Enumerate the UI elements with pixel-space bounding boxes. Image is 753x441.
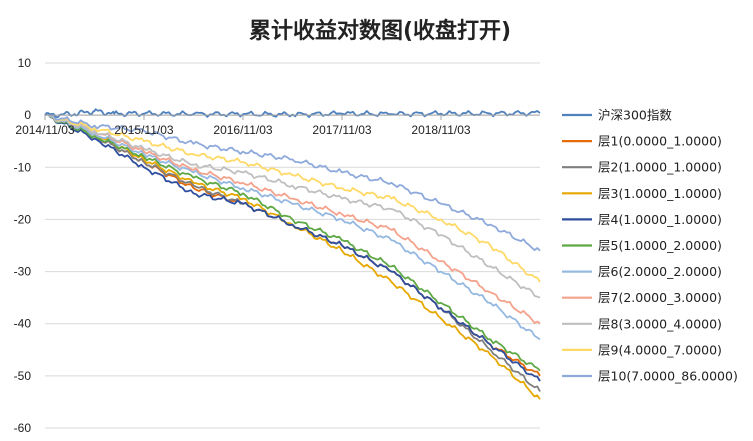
- x-tick-label: 2017/11/03: [312, 123, 371, 137]
- y-tick-label: 0: [24, 108, 31, 122]
- legend-label: 层8(3.0000_4.0000): [598, 316, 722, 331]
- legend-label: 层10(7.0000_86.0000): [598, 369, 738, 384]
- series-line: [44, 108, 541, 119]
- legend-label: 层2(1.0000_1.0000): [598, 160, 722, 175]
- series-line: [44, 113, 541, 325]
- x-axis: 2014/11/03 2015/11/03 2016/11/03 2017/11/03…: [15, 114, 540, 137]
- series-line: [44, 113, 541, 377]
- legend-label: 层6(2.0000_2.0000): [598, 264, 722, 279]
- legend-label: 沪深300指数: [598, 108, 672, 123]
- x-tick-label: 2015/11/03: [114, 123, 173, 137]
- series-lines: [44, 108, 541, 400]
- series-line: [44, 113, 541, 400]
- legend-label: 层5(1.0000_2.0000): [598, 238, 722, 253]
- series-line: [44, 113, 541, 299]
- legend-label: 层9(4.0000_7.0000): [598, 342, 722, 357]
- legend-label: 层3(1.0000_1.0000): [598, 186, 722, 201]
- series-line: [44, 112, 541, 283]
- series-line: [44, 112, 541, 252]
- x-tick-label: 2014/11/03: [15, 123, 74, 137]
- y-tick-label: 10: [18, 56, 32, 70]
- y-tick-label: -10: [14, 160, 32, 174]
- legend-label: 层7(2.0000_3.0000): [598, 290, 722, 305]
- series-line: [44, 113, 541, 372]
- y-axis-ticks: 10 0 -10 -20 -30 -40 -50 -60: [14, 56, 32, 435]
- legend-label: 层1(0.0000_1.0000): [598, 134, 722, 149]
- x-tick-label: 2018/11/03: [411, 123, 470, 137]
- series-line: [44, 113, 541, 382]
- y-tick-label: -40: [14, 317, 32, 331]
- chart-title: 累计收益对数图(收盘打开): [249, 18, 511, 44]
- y-tick-label: -30: [14, 265, 32, 279]
- y-tick-label: -20: [14, 212, 32, 226]
- series-line: [44, 113, 541, 341]
- x-tick-label: 2016/11/03: [213, 123, 272, 137]
- grid-lines: [45, 62, 540, 429]
- legend-label: 层4(1.0000_1.0000): [598, 212, 722, 227]
- y-tick-label: -50: [14, 369, 32, 383]
- y-tick-label: -60: [14, 421, 32, 435]
